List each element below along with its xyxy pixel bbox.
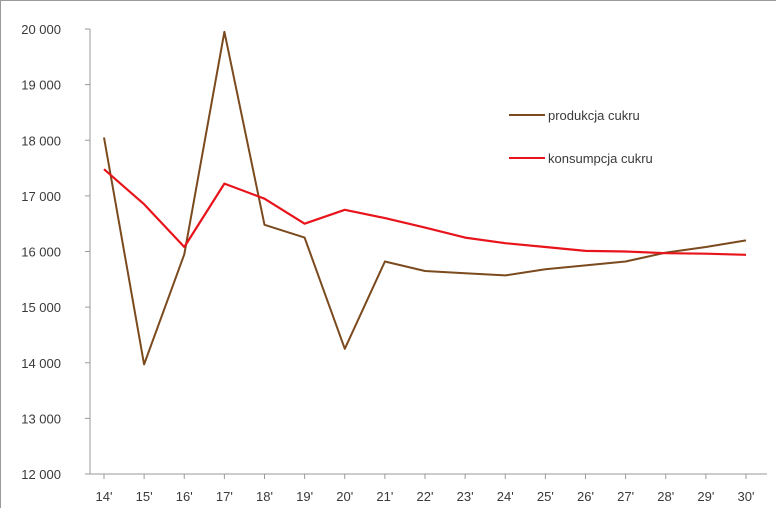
x-tick-label: 21': [376, 489, 393, 504]
x-tick-label: 22': [417, 489, 434, 504]
legend-item-produkcja: produkcja cukru: [509, 108, 640, 123]
series-line-produkcja: [103, 30, 747, 366]
series-lines: [103, 30, 747, 366]
y-tick-label: 15 000: [21, 300, 61, 315]
y-tick-label: 13 000: [21, 411, 61, 426]
legend-label-produkcja: produkcja cukru: [548, 108, 640, 123]
x-tick-label: 14': [96, 489, 113, 504]
x-tick-label: 26': [577, 489, 594, 504]
y-tick-labels: 20 000 19 000 18 000 17 000 16 000 15 000 14 0…: [21, 22, 90, 482]
legend-label-konsumpcja: konsumpcja cukru: [548, 151, 653, 166]
x-tick-labels: 14' 15' 16' 17' 18' 19' 20' 21' 22' 23' 24' 25' 26' 2…: [96, 474, 755, 504]
series-line-konsumpcja: [103, 168, 747, 256]
x-tick-label: 30': [738, 489, 755, 504]
x-tick-label: 24': [497, 489, 514, 504]
legend-item-konsumpcja: konsumpcja cukru: [509, 151, 653, 166]
x-tick-label: 20': [336, 489, 353, 504]
y-tick-label: 14 000: [21, 356, 61, 371]
y-tick-label: 12 000: [21, 467, 61, 482]
x-tick-label: 23': [457, 489, 474, 504]
y-tick-label: 16 000: [21, 245, 61, 260]
y-tick-label: 17 000: [21, 189, 61, 204]
x-tick-label: 16': [176, 489, 193, 504]
x-tick-label: 19': [296, 489, 313, 504]
x-tick-label: 27': [617, 489, 634, 504]
x-tick-label: 17': [216, 489, 233, 504]
x-tick-label: 15': [136, 489, 153, 504]
x-tick-label: 28': [657, 489, 674, 504]
y-tick-label: 19 000: [21, 78, 61, 93]
legend: produkcja cukru konsumpcja cukru: [509, 108, 653, 166]
x-tick-label: 25': [537, 489, 554, 504]
x-tick-label: 18': [256, 489, 273, 504]
x-tick-label: 29': [697, 489, 714, 504]
y-tick-label: 18 000: [21, 133, 61, 148]
y-tick-label: 20 000: [21, 22, 61, 37]
chart-axes: [89, 29, 767, 475]
